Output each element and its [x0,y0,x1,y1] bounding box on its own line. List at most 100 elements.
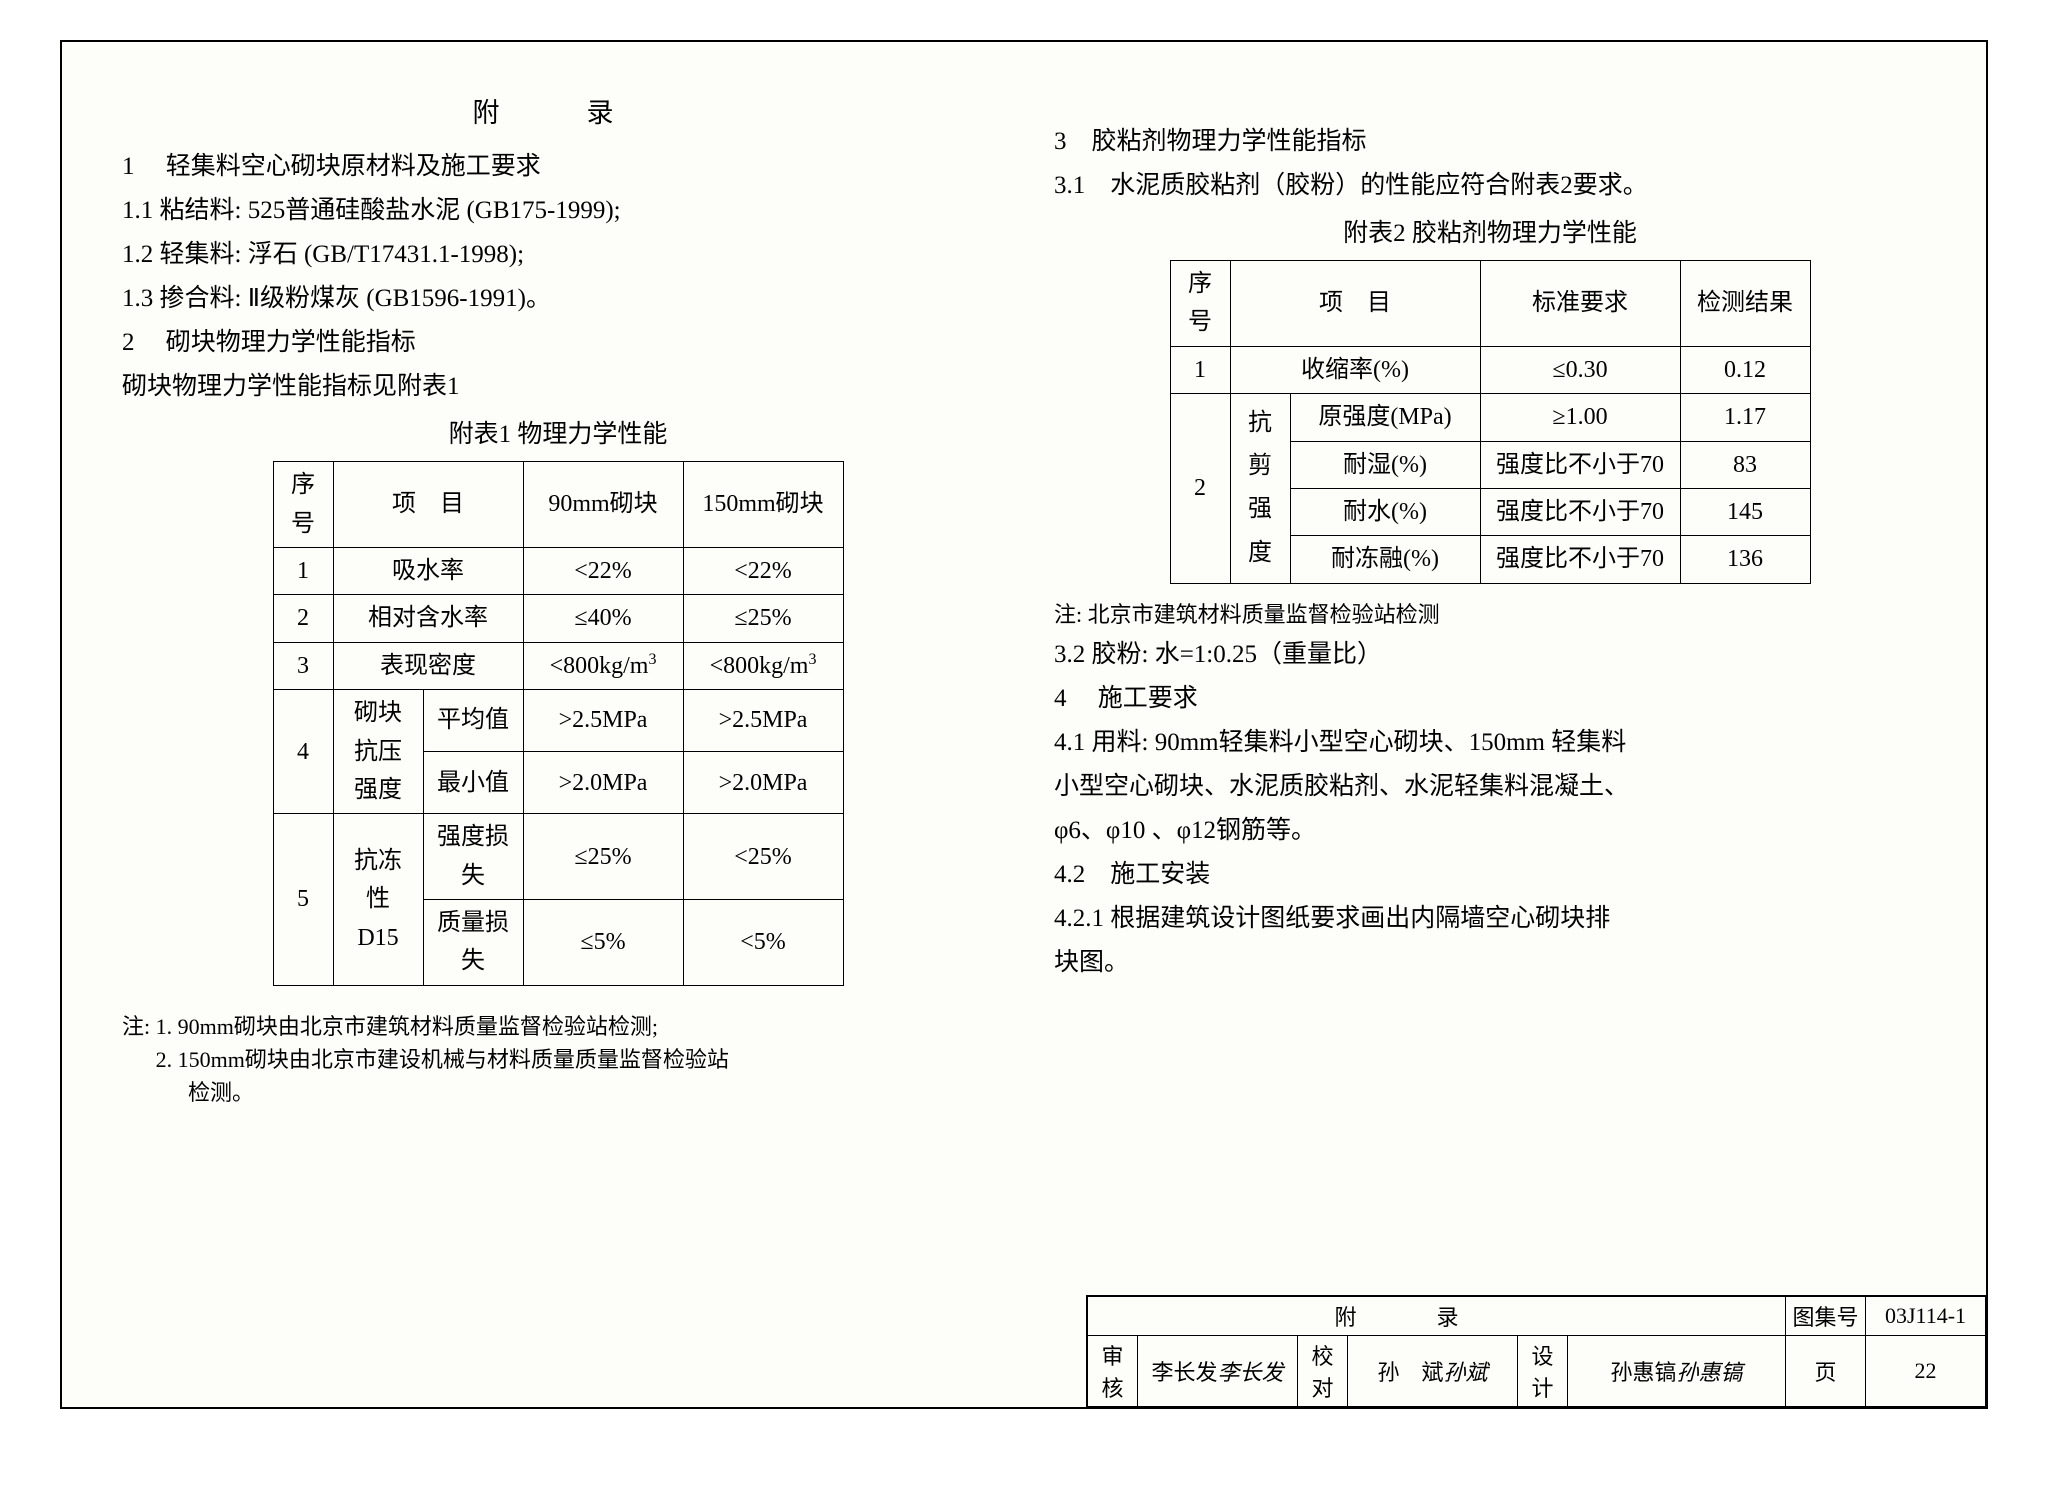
table1-row2: 2 相对含水率 ≤40% ≤25% [273,595,843,642]
cell: 136 [1680,536,1810,583]
cell: 145 [1680,488,1810,535]
table1-h0: 序号 [273,462,333,548]
cell: 0.12 [1680,346,1810,393]
cell: 5 [273,814,333,986]
tb-check: 孙 斌孙斌 [1348,1336,1518,1407]
cell: ≤40% [523,595,683,642]
table2-h1: 项 目 [1230,261,1480,347]
table1-note: 注: 1. 90mm砌块由北京市建筑材料质量监督检验站检测; 注: 2. 150… [122,1010,994,1109]
cell: 3 [273,642,333,689]
cell: 2 [273,595,333,642]
cell: ≤25% [523,814,683,900]
tb-design: 孙惠镐孙惠镐 [1568,1336,1786,1407]
table2-row1: 1 收缩率(%) ≤0.30 0.12 [1170,346,1810,393]
item-3-2: 3.2 胶粉: 水=1:0.25（重量比） [1054,635,1926,675]
cell: >2.5MPa [683,690,843,752]
cell: 表现密度 [333,642,523,689]
cell: 收缩率(%) [1230,346,1480,393]
tb-page-val: 22 [1866,1336,1986,1407]
title-block-table: 附录 图集号 03J114-1 审核 李长发李长发 校对 孙 斌孙斌 设计 孙惠… [1087,1296,1986,1407]
note2b: 检测。 [188,1080,254,1105]
title-block: 附录 图集号 03J114-1 审核 李长发李长发 校对 孙 斌孙斌 设计 孙惠… [1086,1295,1986,1407]
left-column: 附 录 1 轻集料空心砌块原材料及施工要求 1.1 粘结料: 525普通硅酸盐水… [122,82,994,1222]
cell: 4 [273,690,333,814]
table2: 序号 项 目 标准要求 检测结果 1 收缩率(%) ≤0.30 0.12 2 抗… [1170,260,1811,584]
table1-row1: 1 吸水率 <22% <22% [273,547,843,594]
table2-note: 注: 北京市建筑材料质量监督检验站检测 [1054,598,1926,631]
item-4-2-1a: 4.2.1 根据建筑设计图纸要求画出内隔墙空心砌块排 [1054,899,1926,939]
cell: >2.5MPa [523,690,683,752]
cell: 耐湿(%) [1290,441,1480,488]
cell: ≤25% [683,595,843,642]
cell: <800kg/m3 [683,642,843,689]
table2-title: 附表2 胶粘剂物理力学性能 [1054,214,1926,254]
section-2-ref: 砌块物理力学性能指标见附表1 [122,367,994,407]
table1-row4a: 4 砌块抗压强度 平均值 >2.5MPa >2.5MPa [273,690,843,752]
cell: ≤5% [523,900,683,986]
tb-album-label: 图集号 [1786,1297,1866,1336]
cell: 1.17 [1680,394,1810,441]
item-4-1c: φ6、φ10 、φ12钢筋等。 [1054,811,1926,851]
item-1-3: 1.3 掺合料: Ⅱ级粉煤灰 (GB1596-1991)。 [122,279,994,319]
appendix-heading: 附 录 [122,92,994,135]
cell: 相对含水率 [333,595,523,642]
table2-h0: 序号 [1170,261,1230,347]
document-frame: 附 录 1 轻集料空心砌块原材料及施工要求 1.1 粘结料: 525普通硅酸盐水… [60,40,1988,1409]
cell: ≥1.00 [1480,394,1680,441]
note1: 1. 90mm砌块由北京市建筑材料质量监督检验站检测; [156,1014,658,1039]
table1-title: 附表1 物理力学性能 [122,415,994,455]
table1: 序号 项 目 90mm砌块 150mm砌块 1 吸水率 <22% <22% 2 … [273,461,844,986]
note2a: 2. 150mm砌块由北京市建设机械与材料质量质量监督检验站 [156,1047,729,1072]
cell: 耐冻融(%) [1290,536,1480,583]
table1-h3: 150mm砌块 [683,462,843,548]
cell: 平均值 [423,690,523,752]
item-3-1: 3.1 水泥质胶粘剂（胶粉）的性能应符合附表2要求。 [1054,166,1926,206]
table1-h1: 项 目 [333,462,523,548]
cell: ≤0.30 [1480,346,1680,393]
content-area: 附 录 1 轻集料空心砌块原材料及施工要求 1.1 粘结料: 525普通硅酸盐水… [62,42,1986,1222]
cell: 抗剪强度 [1230,394,1290,584]
cell: 1 [273,547,333,594]
item-1-2: 1.2 轻集料: 浮石 (GB/T17431.1-1998); [122,235,994,275]
cell: 原强度(MPa) [1290,394,1480,441]
cell: 强度比不小于70 [1480,536,1680,583]
cell: 强度比不小于70 [1480,488,1680,535]
table2-head: 序号 项 目 标准要求 检测结果 [1170,261,1810,347]
item-4-2: 4.2 施工安装 [1054,855,1926,895]
cell: 最小值 [423,752,523,814]
cell: 耐水(%) [1290,488,1480,535]
table1-row3: 3 表现密度 <800kg/m3 <800kg/m3 [273,642,843,689]
cell: 吸水率 [333,547,523,594]
cell: <22% [523,547,683,594]
table1-row5a: 5 抗冻性D15 强度损失 ≤25% <25% [273,814,843,900]
tb-review: 李长发李长发 [1138,1336,1298,1407]
tb-check-label: 校对 [1298,1336,1348,1407]
tb-design-label: 设计 [1518,1336,1568,1407]
note-label: 注: [122,1014,156,1039]
item-4-2-1b: 块图。 [1054,943,1926,983]
cell: <22% [683,547,843,594]
table2-h3: 检测结果 [1680,261,1810,347]
table1-head: 序号 项 目 90mm砌块 150mm砌块 [273,462,843,548]
tb-page-label: 页 [1786,1336,1866,1407]
tb-album-val: 03J114-1 [1866,1297,1986,1336]
cell: 质量损失 [423,900,523,986]
section-3-title: 3 胶粘剂物理力学性能指标 [1054,122,1926,162]
item-4-1b: 小型空心砌块、水泥质胶粘剂、水泥轻集料混凝土、 [1054,767,1926,807]
right-column: 3 胶粘剂物理力学性能指标 3.1 水泥质胶粘剂（胶粉）的性能应符合附表2要求。… [1054,82,1926,1222]
cell: <25% [683,814,843,900]
cell: 2 [1170,394,1230,584]
cell: 抗冻性D15 [333,814,423,986]
table2-h2: 标准要求 [1480,261,1680,347]
cell: <800kg/m3 [523,642,683,689]
section-2-title: 2 砌块物理力学性能指标 [122,323,994,363]
cell: >2.0MPa [523,752,683,814]
tb-main-title: 附录 [1088,1297,1786,1336]
section-4-title: 4 施工要求 [1054,679,1926,719]
section-1-title: 1 轻集料空心砌块原材料及施工要求 [122,147,994,187]
cell: <5% [683,900,843,986]
table1-h2: 90mm砌块 [523,462,683,548]
cell: 83 [1680,441,1810,488]
cell: 砌块抗压强度 [333,690,423,814]
cell: 强度比不小于70 [1480,441,1680,488]
